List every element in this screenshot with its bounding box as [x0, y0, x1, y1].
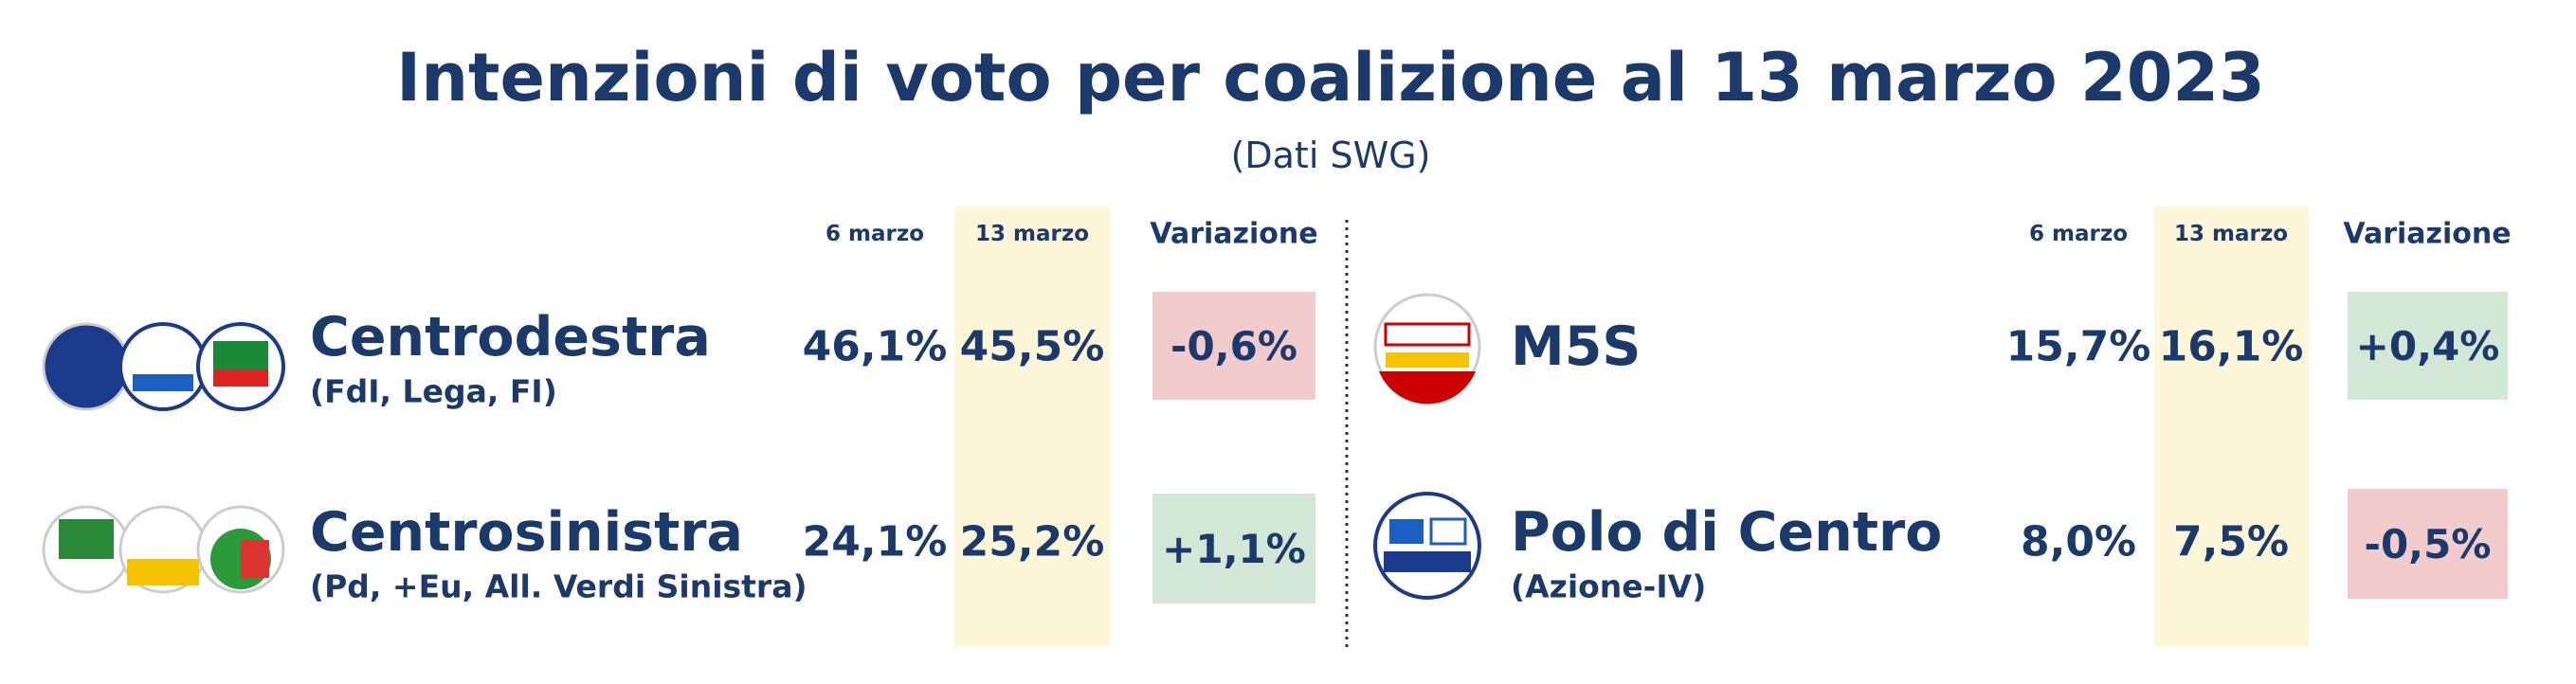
- change-box: -0,5%: [2348, 489, 2508, 599]
- previous-value: 15,7%: [2005, 322, 2151, 371]
- previous-value: 24,1%: [802, 517, 948, 567]
- change-box: -0,6%: [1152, 292, 1315, 400]
- column-header: 13 marzo: [974, 222, 1090, 246]
- change-box: +0,4%: [2348, 292, 2508, 400]
- current-value: 16,1%: [2158, 322, 2304, 371]
- party-name: M5S: [1511, 315, 1642, 378]
- party-name: Centrosinistra: [310, 501, 743, 564]
- current-value: 7,5%: [2172, 517, 2290, 567]
- subtitle: (Dati SWG): [1230, 135, 1431, 176]
- current-value: 25,2%: [959, 517, 1105, 567]
- current-value: 45,5%: [959, 322, 1105, 371]
- logo-m5s: [1373, 293, 1481, 405]
- logo-polo-centro: [1373, 492, 1481, 600]
- column-header: Variazione: [2343, 217, 2512, 251]
- party-detail: (Pd, +Eu, All. Verdi Sinistra): [310, 567, 807, 605]
- party-name: Centrodestra: [310, 306, 711, 369]
- party-detail: (Azione-IV): [1511, 567, 1707, 605]
- party-name: Polo di Centro: [1511, 501, 1943, 564]
- column-header: 6 marzo: [2028, 222, 2129, 246]
- logos-centrodestra: [42, 322, 285, 411]
- party-detail: (FdI, Lega, FI): [310, 372, 557, 410]
- title: Intenzioni di voto per coalizione al 13 …: [396, 39, 2265, 117]
- change-box: +1,1%: [1152, 494, 1315, 603]
- column-header: 13 marzo: [2173, 222, 2289, 246]
- previous-value: 46,1%: [802, 322, 948, 371]
- previous-value: 8,0%: [2020, 517, 2137, 567]
- highlight-column: [954, 207, 1110, 647]
- highlight-column: [2154, 207, 2309, 647]
- column-header: 6 marzo: [825, 222, 925, 246]
- column-header: Variazione: [1150, 217, 1318, 251]
- logos-centrosinistra: [42, 505, 285, 594]
